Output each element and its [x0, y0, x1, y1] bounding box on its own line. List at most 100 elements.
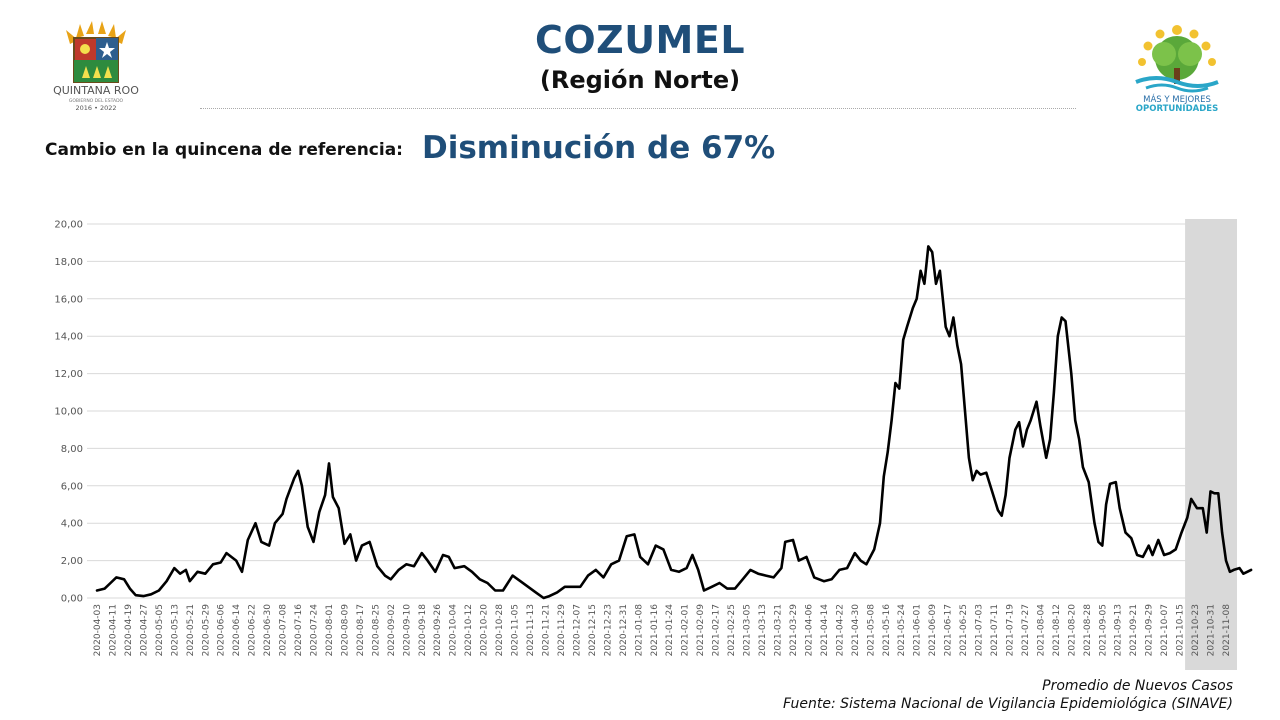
y-tick-label: 2,00	[61, 556, 83, 567]
x-tick-label: 2020-05-05	[155, 604, 165, 656]
x-tick-label: 2020-07-08	[279, 604, 289, 657]
quintana-roo-logo: QUINTANA ROO GOBIERNO DEL ESTADO 2016 • …	[40, 18, 152, 114]
x-tick-label: 2020-04-19	[124, 604, 134, 657]
x-tick-label: 2020-10-12	[464, 604, 474, 656]
x-tick-label: 2021-01-24	[665, 604, 675, 657]
x-tick-label: 2020-12-23	[603, 604, 613, 656]
x-tick-label: 2020-04-03	[93, 604, 103, 656]
x-tick-label: 2021-06-09	[928, 604, 938, 657]
x-tick-label: 2020-05-21	[186, 604, 196, 656]
x-tick-label: 2021-07-19	[1005, 604, 1015, 657]
x-tick-label: 2020-07-16	[294, 604, 304, 657]
y-tick-label: 18,00	[54, 257, 83, 268]
series-caption: Promedio de Nuevos Casos	[1042, 678, 1233, 694]
x-tick-label: 2021-07-11	[990, 604, 1000, 656]
x-tick-label: 2021-10-15	[1176, 604, 1186, 656]
x-tick-label: 2020-08-01	[325, 604, 335, 656]
x-tick-label: 2021-07-27	[1021, 604, 1031, 656]
chart-svg: 0,00 2,00 4,00 6,00 8,00 10,00 12,00 14,00 16,00…	[54, 219, 1253, 670]
x-tick-label: 2020-08-09	[340, 604, 350, 657]
x-tick-label: 2021-05-16	[882, 604, 892, 657]
x-tick-label: 2020-05-13	[170, 604, 180, 656]
oportunidades-logo: MÁS Y MEJORES OPORTUNIDADES	[1122, 20, 1232, 115]
cases-line-chart: 0,00 2,00 4,00 6,00 8,00 10,00 12,00 14,00 16,00…	[0, 205, 1280, 675]
x-tick-label: 2020-06-06	[217, 604, 227, 657]
y-tick-label: 20,00	[54, 220, 83, 231]
change-label: Cambio en la quincena de referencia:	[45, 140, 403, 160]
y-tick-label: 14,00	[54, 332, 83, 343]
x-tick-label: 2020-04-27	[139, 604, 149, 656]
page-title: COZUMEL	[534, 18, 746, 62]
x-tick-label: 2020-10-28	[495, 604, 505, 657]
x-tick-label: 2020-11-05	[511, 604, 521, 656]
x-tick-label: 2021-06-25	[959, 604, 969, 656]
x-tick-label: 2020-11-13	[526, 604, 536, 656]
x-tick-label: 2020-06-14	[232, 604, 242, 657]
x-tick-label: 2021-08-28	[1083, 604, 1093, 657]
x-tick-label: 2020-09-10	[402, 604, 412, 657]
x-tick-label: 2021-10-31	[1207, 604, 1217, 656]
x-tick-label: 2020-12-31	[619, 604, 629, 656]
x-tick-label: 2020-12-15	[588, 604, 598, 656]
x-tick-label: 2021-03-13	[758, 604, 768, 656]
tree-logo-icon: MÁS Y MEJORES OPORTUNIDADES	[1135, 25, 1219, 114]
x-tick-label: 2021-02-09	[696, 604, 706, 657]
x-tick-label: 2020-10-20	[480, 604, 490, 657]
x-tick-label: 2021-06-17	[944, 604, 954, 656]
source-caption: Fuente: Sistema Nacional de Vigilancia E…	[783, 696, 1233, 712]
x-tick-label: 2021-11-08	[1222, 604, 1232, 657]
x-tick-label: 2021-08-04	[1036, 604, 1046, 657]
x-tick-label: 2021-09-13	[1114, 604, 1124, 656]
x-tick-label: 2020-12-07	[572, 604, 582, 656]
x-tick-label: 2021-04-06	[804, 604, 814, 657]
x-tick-label: 2020-08-25	[371, 604, 381, 656]
x-tick-label: 2021-10-07	[1160, 604, 1170, 656]
change-value: Disminución de 67%	[422, 130, 776, 166]
x-tick-label: 2021-06-01	[913, 604, 923, 656]
x-tick-label: 2021-09-21	[1129, 604, 1139, 656]
x-tick-label: 2020-09-18	[418, 604, 428, 657]
x-tick-label: 2021-04-30	[851, 604, 861, 657]
x-tick-label: 2020-09-26	[433, 604, 443, 657]
x-tick-label: 2021-10-23	[1191, 604, 1201, 656]
x-tick-label: 2021-08-12	[1052, 604, 1062, 656]
x-tick-label: 2020-10-04	[449, 604, 459, 657]
x-tick-label: 2020-07-24	[310, 604, 320, 657]
highlight-band	[1185, 219, 1237, 670]
x-tick-label: 2021-04-14	[820, 604, 830, 657]
x-tick-label: 2020-11-21	[542, 604, 552, 656]
x-tick-label: 2021-09-29	[1145, 604, 1155, 657]
x-tick-label: 2021-01-16	[650, 604, 660, 657]
x-tick-label: 2020-09-02	[387, 604, 397, 656]
logo-left-name: QUINTANA ROO	[53, 84, 139, 97]
x-tick-label: 2021-01-08	[634, 604, 644, 657]
x-tick-label: 2021-05-08	[866, 604, 876, 657]
x-tick-label: 2020-08-17	[356, 604, 366, 656]
x-tick-label: 2021-03-05	[743, 604, 753, 656]
x-tick-label: 2020-11-29	[557, 604, 567, 657]
y-tick-label: 6,00	[61, 481, 83, 492]
logo-left-subtext: GOBIERNO DEL ESTADO	[69, 98, 124, 104]
x-tick-label: 2021-02-17	[712, 604, 722, 656]
y-tick-label: 8,00	[61, 444, 83, 455]
y-tick-label: 10,00	[54, 407, 83, 418]
y-tick-label: 12,00	[54, 369, 83, 380]
x-tick-label: 2020-04-11	[108, 604, 118, 656]
y-tick-label: 16,00	[54, 294, 83, 305]
x-tick-label: 2021-03-21	[773, 604, 783, 656]
x-tick-label: 2020-06-22	[248, 604, 258, 656]
x-tick-label: 2021-02-01	[681, 604, 691, 656]
x-tick-label: 2021-03-29	[789, 604, 799, 657]
x-tick-label: 2021-07-03	[975, 604, 985, 656]
x-tick-label: 2020-06-30	[263, 604, 273, 657]
logo-right-line1: MÁS Y MEJORES	[1143, 93, 1211, 105]
x-tick-label: 2020-05-29	[201, 604, 211, 657]
page-subtitle: (Región Norte)	[539, 66, 741, 94]
x-tick-label: 2021-02-25	[727, 604, 737, 656]
x-tick-label: 2021-09-05	[1098, 604, 1108, 656]
logo-left-years: 2016 • 2022	[75, 104, 116, 112]
y-tick-label: 4,00	[61, 519, 83, 530]
logo-right-line2: OPORTUNIDADES	[1136, 104, 1218, 114]
header-divider	[200, 108, 1076, 109]
x-tick-label: 2021-08-20	[1067, 604, 1077, 657]
